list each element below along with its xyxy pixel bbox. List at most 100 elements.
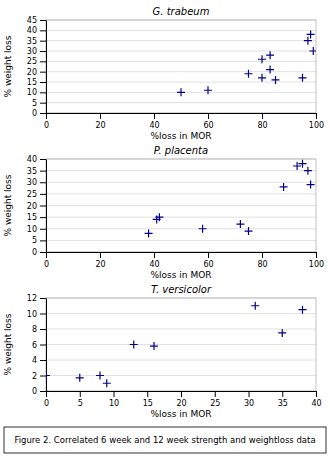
plot-frame — [46, 20, 316, 113]
point — [304, 167, 312, 175]
figure: 020406080100051015202530354045G. trabeum… — [0, 0, 330, 457]
tick-label: 40 — [149, 121, 159, 130]
tick: 60 — [203, 252, 213, 269]
point — [266, 66, 274, 74]
tick-label: 20 — [95, 121, 105, 130]
tick-label: 100 — [309, 121, 324, 130]
grid-line — [46, 113, 316, 114]
tick-label: 15 — [143, 399, 153, 408]
tick-label: 35 — [278, 399, 288, 408]
tick: 40 — [311, 391, 321, 408]
x-axis: 0510152025303540 — [44, 391, 322, 408]
tick-label: 40 — [27, 26, 37, 35]
tick-mark — [316, 113, 317, 119]
tick-mark — [40, 217, 46, 218]
tick-label: 0 — [32, 387, 37, 396]
plot-frame — [46, 159, 316, 252]
x-axis-title: %loss in MOR — [151, 131, 212, 141]
tick: 20 — [95, 113, 105, 130]
grid-line — [46, 51, 316, 52]
tick-label: 20 — [27, 202, 37, 211]
y-grid — [46, 20, 316, 113]
point — [299, 160, 307, 168]
tick-mark — [40, 376, 46, 377]
tick-label: 0 — [32, 248, 37, 257]
tick-label: 5 — [32, 236, 37, 245]
tick-label: 40 — [149, 260, 159, 269]
tick: 25 — [27, 190, 46, 199]
tick-label: 60 — [203, 260, 213, 269]
grid-line — [46, 313, 316, 314]
grid-line — [46, 205, 316, 206]
tick: 0 — [32, 248, 46, 257]
tick-label: 10 — [27, 310, 37, 319]
point — [150, 342, 158, 350]
tick-mark — [208, 252, 209, 258]
tick-mark — [40, 103, 46, 104]
tick-mark — [40, 240, 46, 241]
tick-mark — [215, 391, 216, 397]
point — [76, 374, 84, 382]
tick-label: 0 — [32, 109, 37, 118]
tick: 40 — [27, 155, 46, 164]
y-axis: 0510152025303540 — [27, 155, 47, 257]
tick: 35 — [27, 37, 46, 46]
tick: 80 — [257, 252, 267, 269]
chart-title: P. placenta — [154, 145, 208, 156]
tick-label: 80 — [257, 260, 267, 269]
tick-mark — [40, 171, 46, 172]
tick: 40 — [149, 113, 159, 130]
tick-mark — [100, 113, 101, 119]
tick-mark — [282, 391, 283, 397]
caption-box — [4, 427, 326, 453]
point — [258, 74, 266, 82]
tick-label: 10 — [27, 88, 37, 97]
tick: 15 — [27, 78, 46, 87]
tick-label: 5 — [32, 99, 37, 108]
tick: 15 — [143, 391, 153, 408]
point — [199, 225, 207, 233]
tick: 0 — [44, 113, 49, 130]
grid-line — [46, 71, 316, 72]
grid-line — [46, 40, 316, 41]
tick-mark — [40, 92, 46, 93]
point — [103, 379, 111, 387]
tick-label: 45 — [27, 16, 37, 25]
grid-line — [46, 193, 316, 194]
tick-mark — [40, 206, 46, 207]
grid-line — [46, 228, 316, 229]
caption: Figure 2. Correlated 6 week and 12 week … — [14, 435, 315, 445]
chart-title: T. versicolor — [151, 284, 212, 295]
tick-mark — [181, 391, 182, 397]
tick-mark — [40, 113, 46, 114]
point — [177, 88, 185, 96]
tick-mark — [46, 391, 47, 397]
grid-line — [46, 170, 316, 171]
tick-label: 25 — [27, 190, 37, 199]
y-axis-title: % weight loss — [3, 313, 13, 375]
tick: 8 — [32, 325, 46, 334]
point — [46, 372, 50, 380]
tick: 6 — [32, 341, 46, 350]
tick: 15 — [27, 213, 46, 222]
tick: 30 — [27, 178, 46, 187]
point — [130, 341, 138, 349]
tick: 20 — [27, 202, 46, 211]
tick: 10 — [109, 391, 119, 408]
y-axis-title: % weight loss — [3, 35, 13, 97]
tick-label: 4 — [32, 356, 37, 365]
panel: 020406080100051015202530354045 — [27, 16, 324, 130]
grid-line — [46, 30, 316, 31]
point — [251, 302, 259, 310]
plot-frame — [46, 298, 316, 391]
tick-label: 20 — [27, 68, 37, 77]
tick-mark — [40, 72, 46, 73]
tick-mark — [40, 30, 46, 31]
tick-label: 20 — [95, 260, 105, 269]
tick-mark — [40, 329, 46, 330]
tick-label: 40 — [311, 399, 321, 408]
point — [272, 76, 280, 84]
tick-mark — [262, 252, 263, 258]
tick-mark — [40, 252, 46, 253]
tick-mark — [40, 194, 46, 195]
